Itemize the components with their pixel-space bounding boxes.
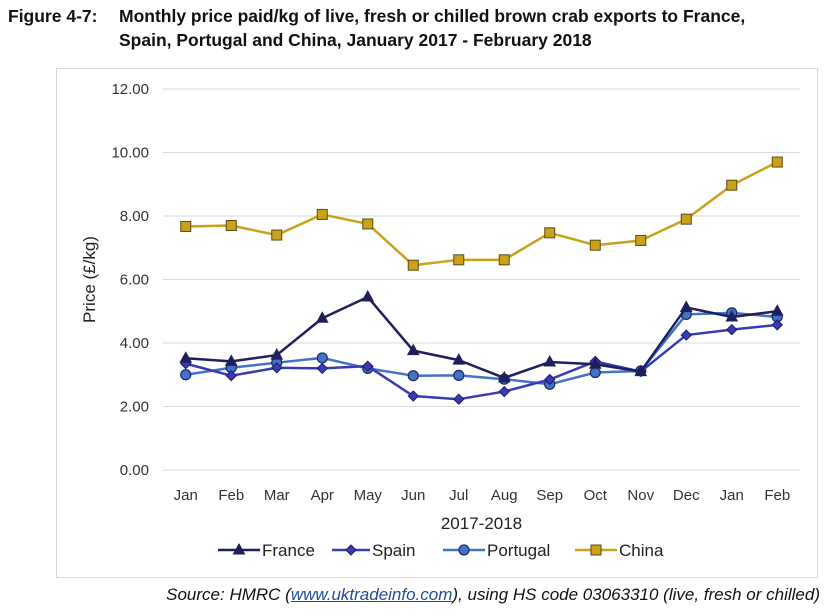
legend-item-china: China bbox=[575, 541, 664, 560]
data-point bbox=[225, 220, 237, 232]
series-portugal bbox=[180, 307, 783, 390]
x-tick-label: Feb bbox=[764, 487, 790, 504]
legend-label: Portugal bbox=[487, 541, 550, 560]
x-tick-label: Dec bbox=[673, 487, 700, 504]
series-spain bbox=[180, 319, 783, 405]
x-tick-label: Oct bbox=[584, 487, 608, 504]
data-point bbox=[726, 179, 738, 191]
data-point bbox=[316, 352, 328, 364]
data-point bbox=[271, 362, 283, 374]
data-point bbox=[180, 369, 192, 381]
data-point bbox=[362, 218, 374, 230]
series-line bbox=[185, 311, 778, 386]
data-point bbox=[315, 311, 329, 323]
legend-item-spain: Spain bbox=[332, 541, 415, 560]
series-line bbox=[185, 160, 778, 267]
legend-item-france: France bbox=[218, 541, 315, 560]
series-france bbox=[179, 289, 784, 383]
legend-label: France bbox=[262, 541, 315, 560]
data-point bbox=[316, 208, 328, 220]
source-note: Source: HMRC (www.uktradeinfo.com), usin… bbox=[0, 585, 820, 605]
source-link[interactable]: www.uktradeinfo.com bbox=[290, 585, 453, 604]
data-point bbox=[453, 369, 465, 381]
x-tick-label: Nov bbox=[627, 487, 654, 504]
data-point bbox=[225, 369, 237, 382]
figure-number: Figure 4-7: bbox=[8, 6, 98, 26]
x-tick-label: May bbox=[354, 487, 383, 504]
y-tick-label: 10.00 bbox=[111, 145, 149, 162]
legend-marker bbox=[345, 544, 357, 556]
data-point bbox=[589, 239, 601, 251]
y-axis-title: Price (£/kg) bbox=[80, 236, 99, 323]
data-point bbox=[270, 348, 284, 360]
data-point bbox=[680, 213, 692, 225]
data-point bbox=[453, 393, 465, 405]
data-point bbox=[498, 254, 510, 266]
data-point bbox=[680, 329, 692, 341]
chart-frame bbox=[56, 68, 818, 578]
series-china bbox=[180, 156, 783, 271]
data-point bbox=[544, 373, 556, 386]
data-point bbox=[407, 370, 419, 382]
data-point bbox=[452, 353, 466, 365]
data-point bbox=[635, 234, 647, 246]
x-tick-label: Sep bbox=[536, 487, 563, 504]
x-tick-label: Mar bbox=[264, 487, 290, 504]
data-point bbox=[634, 364, 648, 377]
x-tick-label: Apr bbox=[311, 487, 334, 504]
x-axis-title: 2017-2018 bbox=[441, 514, 522, 533]
legend-item-portugal: Portugal bbox=[443, 541, 550, 560]
data-point bbox=[407, 390, 419, 402]
data-point bbox=[725, 309, 739, 322]
x-tick-label: Jun bbox=[401, 487, 425, 504]
legend-label: China bbox=[619, 541, 664, 560]
legend-marker bbox=[232, 542, 246, 555]
y-tick-label: 6.00 bbox=[120, 272, 149, 289]
x-tick-label: Aug bbox=[491, 487, 518, 504]
x-tick-label: Feb bbox=[218, 487, 244, 504]
data-point bbox=[180, 220, 192, 232]
data-point bbox=[179, 351, 193, 363]
y-tick-label: 0.00 bbox=[120, 462, 149, 479]
source-suffix: ), using HS code 03063310 (live, fresh o… bbox=[452, 585, 820, 604]
legend-label: Spain bbox=[372, 541, 415, 560]
figure-title-line2: Spain, Portugal and China, January 2017 … bbox=[119, 30, 592, 50]
data-point bbox=[453, 254, 465, 266]
data-point bbox=[544, 227, 556, 239]
data-point bbox=[407, 259, 419, 271]
x-tick-label: Jan bbox=[174, 487, 198, 504]
data-point bbox=[726, 323, 738, 336]
series-line bbox=[185, 323, 778, 401]
legend: France Spain Portugal China bbox=[218, 541, 664, 560]
data-point bbox=[361, 289, 375, 302]
data-point bbox=[224, 354, 238, 366]
data-point bbox=[498, 385, 510, 398]
data-point bbox=[497, 370, 511, 383]
x-tick-label: Jan bbox=[720, 487, 744, 504]
data-point bbox=[271, 229, 283, 241]
y-tick-label: 8.00 bbox=[120, 208, 149, 225]
data-point bbox=[771, 319, 783, 331]
data-point bbox=[679, 300, 693, 312]
data-point bbox=[362, 360, 374, 372]
y-tick-label: 2.00 bbox=[120, 399, 149, 416]
y-tick-label: 4.00 bbox=[120, 335, 149, 352]
data-point bbox=[588, 357, 602, 369]
legend-marker bbox=[590, 544, 602, 556]
y-tick-label: 12.00 bbox=[111, 81, 149, 98]
data-point bbox=[406, 343, 420, 356]
figure-title-line1: Monthly price paid/kg of live, fresh or … bbox=[119, 6, 746, 26]
source-prefix: Source: HMRC ( bbox=[166, 585, 291, 604]
legend-marker bbox=[458, 544, 470, 556]
x-tick-label: Jul bbox=[449, 487, 468, 504]
data-point bbox=[770, 304, 784, 316]
data-point bbox=[316, 362, 328, 375]
data-point bbox=[589, 366, 601, 379]
series-line bbox=[185, 295, 778, 380]
figure-title: Figure 4-7: Monthly price paid/kg of live… bbox=[8, 4, 828, 52]
data-point bbox=[543, 355, 557, 367]
data-point bbox=[771, 156, 783, 168]
